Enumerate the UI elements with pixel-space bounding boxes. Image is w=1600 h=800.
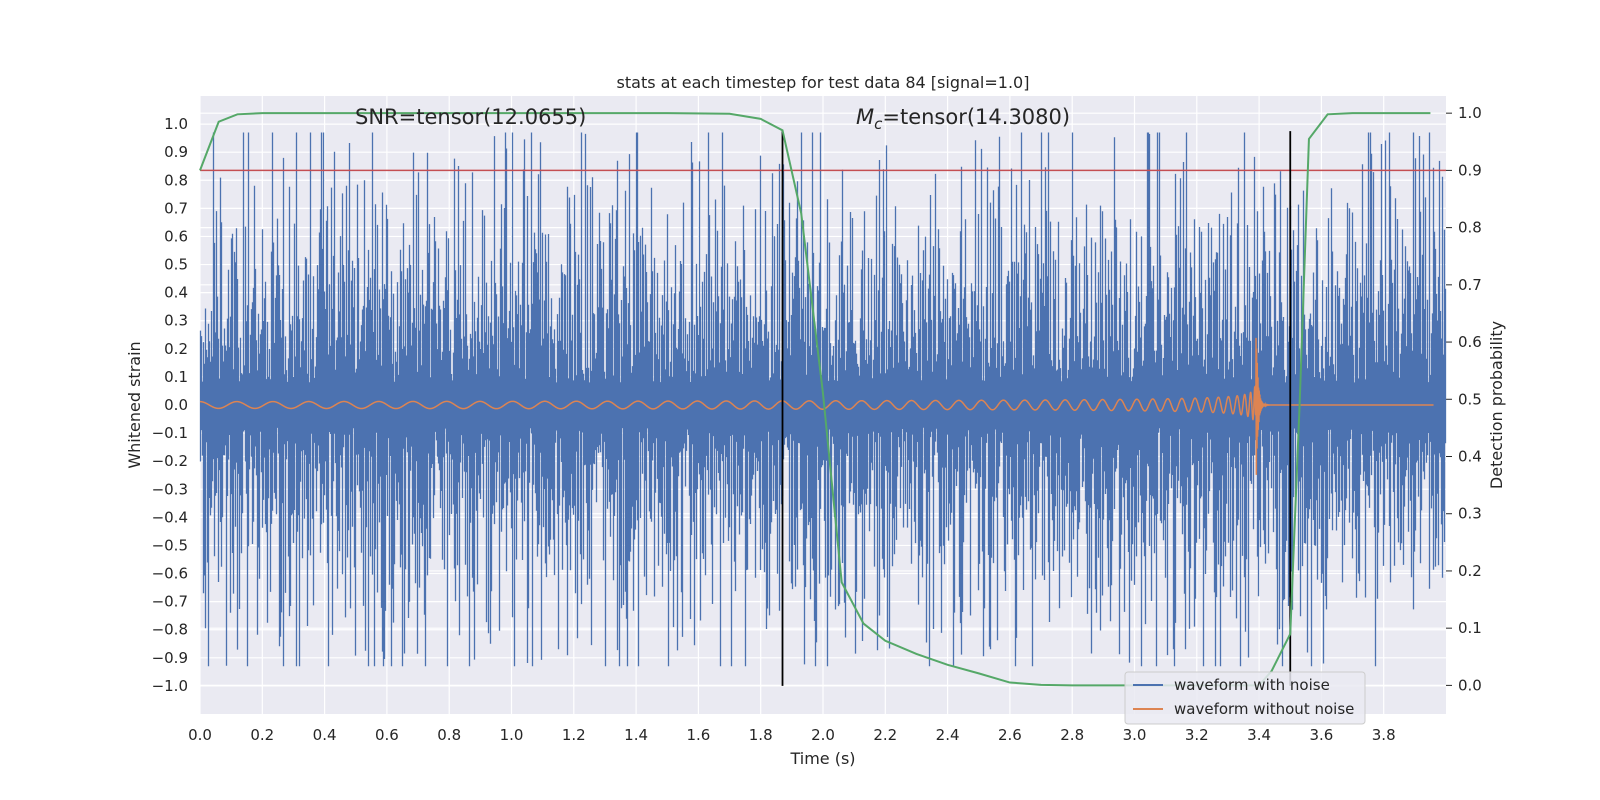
y-tick-label: −0.3 [152,480,188,498]
y-tick-labels: 1.0 0.9 0.8 0.7 0.6 0.5 0.4 0.3 0.2 0.1 0.0 −0.1 −0.… [152,115,188,695]
y-tick-label: −0.1 [152,424,188,442]
y2-tick-label: 0.4 [1458,448,1482,466]
legend-label-noise: waveform with noise [1174,676,1330,694]
y-axis-label: Whitened strain [125,341,144,468]
y-tick-label: 0.6 [164,227,188,245]
y2-tick-label: 0.5 [1458,390,1482,408]
x-tick-label: 3.6 [1309,726,1333,744]
x-tick-label: 1.8 [749,726,773,744]
x-tick-label: 1.6 [686,726,710,744]
x-tick-label: 3.4 [1247,726,1271,744]
y-tick-label: 1.0 [164,115,188,133]
y2-tick-labels: 1.0 0.9 0.8 0.7 0.6 0.5 0.4 0.3 0.2 0.1 0.0 [1458,104,1482,694]
y2-tick-label: 0.6 [1458,333,1482,351]
chart-title: stats at each timestep for test data 84 … [617,73,1030,92]
chirp-mass-annotation: Mc=tensor(14.3080) [856,105,1070,133]
y-tick-label: 0.5 [164,256,188,274]
x-tick-label: 0.8 [437,726,461,744]
y2-tick-label: 1.0 [1458,104,1482,122]
y2-tick-label: 0.3 [1458,505,1482,523]
x-tick-label: 2.6 [998,726,1022,744]
y-tick-label: −0.6 [152,565,188,583]
y-tick-label: −0.7 [152,593,188,611]
x-tick-label: 1.4 [624,726,648,744]
y-tick-label: −0.9 [152,649,188,667]
y-tick-label: −0.8 [152,621,188,639]
y-tick-label: 0.3 [164,312,188,330]
x-tick-label: 1.0 [500,726,524,744]
chirp-mass-subscript: c [874,115,883,133]
detection-probability-series [199,112,1431,687]
y2-tick-label: 0.9 [1458,161,1482,179]
chirp-mass-symbol: M [856,105,874,129]
x-tick-label: 0.0 [188,726,212,744]
waveform-without-noise-series [200,337,1434,475]
x-tick-label: 2.4 [936,726,960,744]
y2-tick-label: 0.7 [1458,276,1482,294]
y-tick-label: −0.2 [152,452,188,470]
x-tick-label: 1.2 [562,726,586,744]
y-tick-label: 0.1 [164,368,188,386]
y-tick-label: −0.5 [152,536,188,554]
x-tick-label: 3.2 [1185,726,1209,744]
x-tick-label: 3.8 [1372,726,1396,744]
x-tick-label: 2.0 [811,726,835,744]
y-tick-label: 0.2 [164,340,188,358]
chirp-mass-value: =tensor(14.3080) [882,105,1070,129]
x-tick-label: 0.4 [313,726,337,744]
y-tick-label: −0.4 [152,508,188,526]
y2-tick-label: 0.1 [1458,619,1482,637]
y-tick-label: 0.0 [164,396,188,414]
probability-line [199,112,1431,687]
y2-tick-label: 0.8 [1458,219,1482,237]
y-tick-label: 0.8 [164,171,188,189]
legend-box [1124,671,1366,725]
x-tick-label: 3.0 [1123,726,1147,744]
legend: waveform with noise waveform without noi… [1124,671,1366,725]
x-tick-labels: 0.0 0.2 0.4 0.6 0.8 1.0 1.2 1.4 1.6 1.8 2.0 2.2 2.4 2… [188,726,1396,744]
y2-axis-label: Detection probability [1487,321,1506,489]
x-tick-label: 0.6 [375,726,399,744]
x-tick-label: 2.2 [873,726,897,744]
x-tick-label: 0.2 [250,726,274,744]
y-tick-label: 0.9 [164,143,188,161]
snr-annotation: SNR=tensor(12.0655) [355,105,586,129]
y2-tick-label: 0.0 [1458,676,1482,694]
y-tick-label: 0.7 [164,199,188,217]
overlay-lines [200,131,1446,686]
x-tick-label: 2.8 [1060,726,1084,744]
y-tick-label: −1.0 [152,677,188,695]
clean-chirp-trace [200,337,1434,475]
y2-tick-label: 0.2 [1458,562,1482,580]
x-axis-label: Time (s) [789,749,855,768]
y-tick-label: 0.4 [164,284,188,302]
legend-label-clean: waveform without noise [1174,700,1354,718]
